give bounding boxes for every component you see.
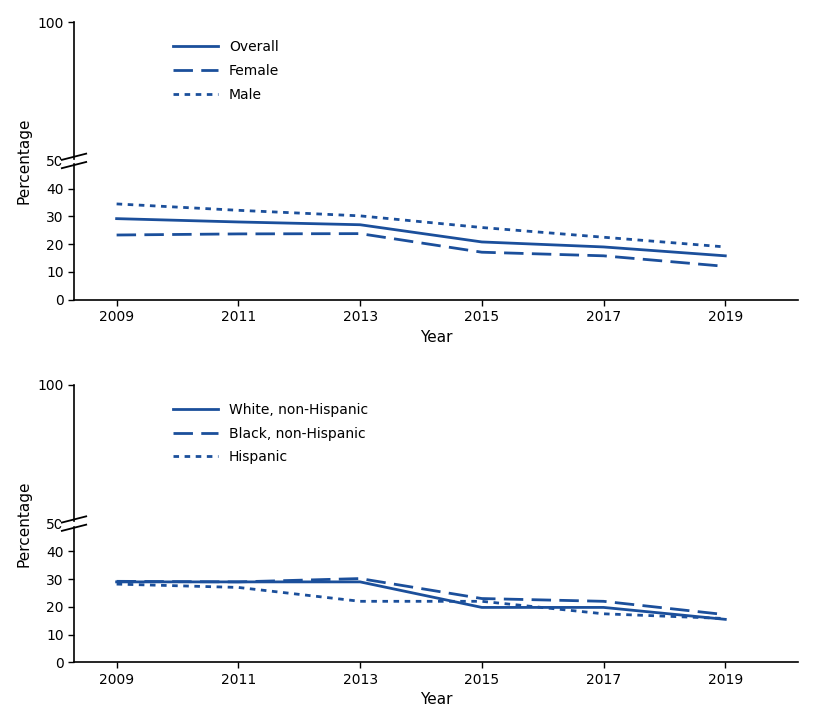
Female — [477, 248, 487, 256]
White, non-Hispanic — [112, 578, 121, 586]
Male — [599, 233, 609, 242]
Overall — [233, 218, 243, 227]
Black, non-Hispanic — [599, 597, 609, 606]
White, non-Hispanic — [599, 603, 609, 612]
Bar — [57, 522, 74, 525]
White, non-Hispanic — [720, 615, 730, 623]
White, non-Hispanic — [477, 603, 487, 612]
Overall — [112, 214, 121, 223]
Male — [112, 200, 121, 209]
Female — [355, 230, 365, 238]
Overall — [720, 251, 730, 260]
Y-axis label: Percentage: Percentage — [16, 118, 32, 204]
Hispanic — [720, 614, 730, 623]
Hispanic — [477, 597, 487, 606]
Female — [233, 230, 243, 238]
Line: Hispanic: Hispanic — [117, 584, 725, 618]
Black, non-Hispanic — [720, 610, 730, 619]
Male — [477, 223, 487, 232]
Black, non-Hispanic — [355, 574, 365, 583]
Y-axis label: Percentage: Percentage — [16, 480, 32, 567]
Female — [112, 231, 121, 240]
Hispanic — [233, 583, 243, 592]
Line: Male: Male — [117, 204, 725, 247]
Male — [355, 211, 365, 220]
Female — [720, 262, 730, 271]
Line: Black, non-Hispanic: Black, non-Hispanic — [117, 578, 725, 615]
Female — [599, 251, 609, 260]
Black, non-Hispanic — [112, 577, 121, 586]
Overall — [355, 220, 365, 229]
White, non-Hispanic — [355, 578, 365, 586]
Line: White, non-Hispanic: White, non-Hispanic — [117, 582, 725, 619]
Line: Female: Female — [117, 234, 725, 266]
Legend: Overall, Female, Male: Overall, Female, Male — [168, 35, 284, 107]
Legend: White, non-Hispanic, Black, non-Hispanic, Hispanic: White, non-Hispanic, Black, non-Hispanic… — [168, 397, 373, 470]
Line: Overall: Overall — [117, 219, 725, 256]
Overall — [599, 243, 609, 251]
X-axis label: Year: Year — [420, 692, 452, 707]
Hispanic — [112, 580, 121, 589]
Hispanic — [355, 597, 365, 606]
Bar — [57, 159, 74, 162]
Black, non-Hispanic — [233, 578, 243, 586]
Male — [720, 243, 730, 251]
White, non-Hispanic — [233, 578, 243, 586]
Overall — [477, 237, 487, 246]
Male — [233, 206, 243, 214]
Hispanic — [599, 610, 609, 618]
Black, non-Hispanic — [477, 594, 487, 603]
X-axis label: Year: Year — [420, 329, 452, 345]
